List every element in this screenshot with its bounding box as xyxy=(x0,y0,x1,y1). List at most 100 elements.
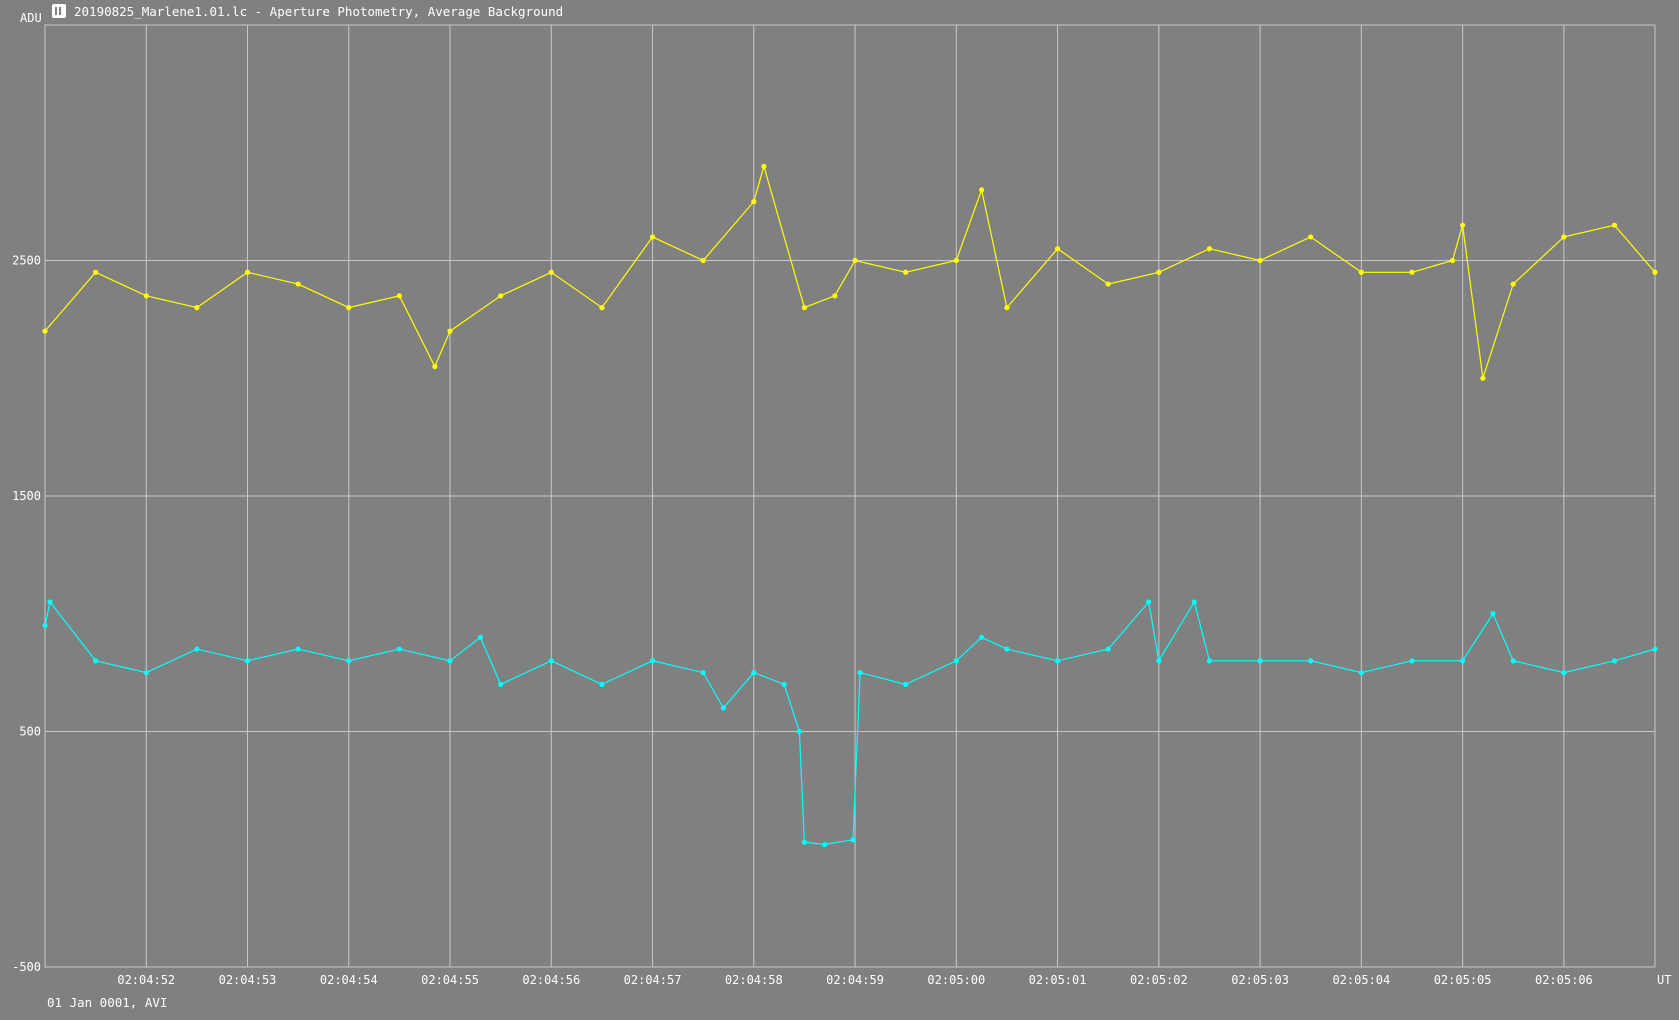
data-point xyxy=(498,293,504,299)
data-point xyxy=(1004,646,1010,652)
data-point xyxy=(1510,658,1516,664)
x-tick-label: 02:04:54 xyxy=(320,973,378,987)
data-point xyxy=(953,658,959,664)
grid xyxy=(45,25,1655,967)
data-point xyxy=(1611,658,1618,664)
data-point xyxy=(852,257,858,264)
data-point xyxy=(1054,246,1061,252)
data-point xyxy=(822,841,828,848)
x-tick-label: 02:04:55 xyxy=(421,973,479,987)
data-point xyxy=(346,658,352,664)
data-point xyxy=(801,305,808,311)
data-point xyxy=(796,728,802,735)
x-tick-label: 02:05:02 xyxy=(1130,973,1188,987)
data-point xyxy=(1358,269,1364,275)
data-point xyxy=(194,646,200,652)
data-point xyxy=(903,681,909,688)
data-point xyxy=(857,670,863,676)
data-point xyxy=(801,839,808,845)
data-point xyxy=(244,658,251,664)
data-point xyxy=(42,622,48,629)
data-point xyxy=(346,305,352,311)
data-point xyxy=(1449,257,1456,264)
data-point xyxy=(953,257,959,264)
data-point xyxy=(761,163,767,169)
data-point xyxy=(979,187,985,193)
data-point xyxy=(979,634,985,640)
data-point xyxy=(1206,246,1213,252)
data-point xyxy=(447,328,453,334)
data-point xyxy=(1105,281,1111,287)
data-point xyxy=(143,293,149,299)
data-point xyxy=(1308,658,1314,664)
x-tick-label: 02:04:56 xyxy=(522,973,580,987)
date-note: 01 Jan 0001, AVI xyxy=(47,995,168,1010)
data-point xyxy=(396,293,403,299)
data-point xyxy=(1561,234,1567,240)
data-point xyxy=(1156,269,1162,275)
y-tick-label: -500 xyxy=(12,960,41,974)
data-point xyxy=(1191,599,1197,605)
data-point xyxy=(751,199,757,205)
data-point xyxy=(548,658,554,664)
series-line xyxy=(44,600,1656,846)
axis-labels: ADU UT -500 500 1500 2500 02:04:52 02:04:53 02… xyxy=(12,11,1671,987)
series-2 xyxy=(42,599,1658,848)
x-axis-title: UT xyxy=(1657,973,1671,987)
data-point xyxy=(1652,269,1658,275)
data-point xyxy=(93,658,99,664)
data-point xyxy=(850,837,856,843)
x-tick-label: 02:05:06 xyxy=(1535,973,1593,987)
data-point xyxy=(599,305,605,311)
data-point xyxy=(1460,658,1466,664)
data-point xyxy=(295,646,301,652)
data-point xyxy=(1490,611,1496,617)
data-point xyxy=(498,681,504,688)
data-point xyxy=(903,269,909,275)
data-point xyxy=(1206,658,1213,664)
x-tick-label: 02:05:05 xyxy=(1434,973,1492,987)
data-point xyxy=(1257,658,1263,664)
data-point xyxy=(649,658,656,664)
data-point xyxy=(1358,670,1364,676)
data-point xyxy=(1004,305,1010,311)
data-point xyxy=(93,269,99,275)
data-point xyxy=(1611,222,1618,228)
data-point xyxy=(1257,257,1263,264)
data-point xyxy=(1652,646,1658,652)
data-point xyxy=(832,293,838,299)
x-tick-label: 02:05:00 xyxy=(927,973,985,987)
y-tick-label: 2500 xyxy=(12,254,41,268)
data-point xyxy=(1146,599,1152,605)
x-tick-label: 02:04:53 xyxy=(219,973,277,987)
data-point xyxy=(143,670,149,676)
data-point xyxy=(1409,658,1415,664)
data-point xyxy=(447,658,453,664)
x-tick-label: 02:05:03 xyxy=(1231,973,1289,987)
series-layer xyxy=(42,163,1658,848)
data-point xyxy=(599,681,605,688)
data-point xyxy=(1510,281,1516,287)
data-point xyxy=(649,234,656,240)
data-point xyxy=(700,670,706,676)
data-point xyxy=(432,363,438,370)
data-point xyxy=(1480,375,1486,381)
y-axis-title: ADU xyxy=(20,11,42,25)
window-title: 20190825_Marlene1.01.lc - Aperture Photo… xyxy=(74,4,564,19)
data-point xyxy=(751,670,757,676)
data-point xyxy=(1460,222,1466,228)
x-tick-label: 02:05:01 xyxy=(1029,973,1087,987)
data-point xyxy=(194,305,200,311)
series-1 xyxy=(42,163,1658,381)
x-tick-label: 02:05:04 xyxy=(1332,973,1390,987)
data-point xyxy=(396,646,403,652)
data-point xyxy=(1105,646,1111,652)
data-point xyxy=(720,705,727,711)
data-point xyxy=(244,269,251,275)
data-point xyxy=(295,281,301,287)
y-tick-label: 1500 xyxy=(12,489,41,503)
data-point xyxy=(47,599,53,605)
data-point xyxy=(1308,234,1314,240)
data-point xyxy=(1054,658,1061,664)
